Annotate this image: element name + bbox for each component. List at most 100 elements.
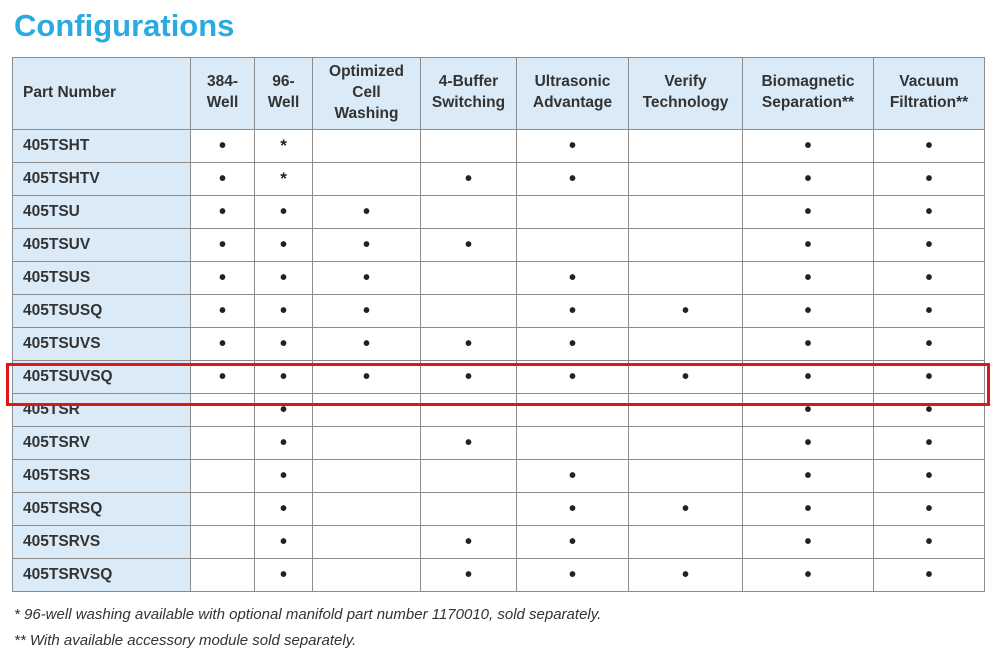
part-number-cell: 405TSUS (12, 260, 191, 295)
feature-cell: • (190, 128, 255, 163)
feature-cell (312, 458, 421, 493)
feature-cell (420, 194, 517, 229)
feature-cell: • (742, 425, 874, 460)
feature-cell: • (420, 524, 517, 559)
feature-cell: • (873, 326, 985, 361)
feature-cell: • (873, 293, 985, 328)
part-number-cell: 405TSUVS (12, 326, 191, 361)
part-number-cell: 405TSRS (12, 458, 191, 493)
part-number-cell: 405TSRVSQ (12, 557, 191, 592)
feature-cell: • (516, 458, 629, 493)
col-header-part-number: Part Number (12, 57, 191, 130)
feature-cell: • (312, 326, 421, 361)
feature-cell: • (742, 524, 874, 559)
feature-cell (420, 458, 517, 493)
feature-cell (420, 293, 517, 328)
feature-cell: • (190, 326, 255, 361)
feature-cell (312, 491, 421, 526)
feature-cell: • (516, 524, 629, 559)
table-row: 405TSRVS • • • • • (12, 524, 985, 559)
feature-cell (190, 392, 255, 427)
col-header-optimized-cell-washing: Optimized Cell Washing (312, 57, 421, 130)
feature-cell: • (873, 425, 985, 460)
feature-cell: • (420, 326, 517, 361)
config-table: Part Number 384- Well 96- Well Optimized… (12, 57, 985, 592)
feature-cell: • (420, 161, 517, 196)
feature-cell: • (742, 227, 874, 262)
feature-cell: • (190, 161, 255, 196)
feature-cell: • (516, 161, 629, 196)
col-header-ultrasonic-advantage: Ultrasonic Advantage (516, 57, 629, 130)
table-row: 405TSR • • • (12, 392, 985, 427)
part-number-cell: 405TSUVSQ (12, 359, 191, 394)
feature-cell: • (254, 293, 313, 328)
feature-cell: • (742, 194, 874, 229)
feature-cell: • (516, 293, 629, 328)
feature-cell: • (190, 359, 255, 394)
feature-cell (628, 227, 743, 262)
config-table-wrap: Part Number 384- Well 96- Well Optimized… (6, 57, 990, 592)
feature-cell (516, 194, 629, 229)
feature-cell (420, 392, 517, 427)
feature-cell: • (254, 260, 313, 295)
feature-cell (420, 491, 517, 526)
feature-cell: • (873, 359, 985, 394)
feature-cell (628, 326, 743, 361)
feature-cell: • (873, 227, 985, 262)
feature-cell: • (420, 425, 517, 460)
feature-cell: • (873, 392, 985, 427)
feature-cell: • (742, 293, 874, 328)
feature-cell (190, 524, 255, 559)
feature-cell (420, 128, 517, 163)
feature-cell: • (312, 359, 421, 394)
feature-cell (190, 425, 255, 460)
feature-cell: • (873, 524, 985, 559)
feature-cell: • (873, 260, 985, 295)
feature-cell: • (873, 161, 985, 196)
feature-cell: • (420, 359, 517, 394)
feature-cell: • (190, 227, 255, 262)
feature-cell (628, 161, 743, 196)
feature-cell (312, 524, 421, 559)
feature-cell: • (742, 161, 874, 196)
part-number-cell: 405TSHT (12, 128, 191, 163)
feature-cell (312, 161, 421, 196)
feature-cell: • (628, 293, 743, 328)
feature-cell: • (516, 359, 629, 394)
feature-cell: • (628, 359, 743, 394)
table-row: 405TSUVS • • • • • • • (12, 326, 985, 361)
feature-cell: • (254, 392, 313, 427)
feature-cell: • (420, 227, 517, 262)
col-header-verify-technology: Verify Technology (628, 57, 743, 130)
feature-cell (312, 392, 421, 427)
part-number-cell: 405TSR (12, 392, 191, 427)
feature-cell: • (312, 293, 421, 328)
feature-cell: • (742, 491, 874, 526)
feature-cell: • (254, 557, 313, 592)
feature-cell (628, 260, 743, 295)
feature-cell (420, 260, 517, 295)
feature-cell: • (190, 293, 255, 328)
feature-cell: * (254, 128, 313, 163)
col-header-384-well: 384- Well (190, 57, 255, 130)
col-header-vacuum-filtration: Vacuum Filtration** (873, 57, 985, 130)
feature-cell: • (254, 458, 313, 493)
feature-cell (628, 524, 743, 559)
col-header-96-well: 96- Well (254, 57, 313, 130)
feature-cell: • (742, 557, 874, 592)
feature-cell: • (873, 557, 985, 592)
feature-cell: • (254, 227, 313, 262)
feature-cell: • (254, 524, 313, 559)
feature-cell: • (873, 458, 985, 493)
part-number-cell: 405TSRVS (12, 524, 191, 559)
feature-cell: • (873, 128, 985, 163)
feature-cell: • (628, 557, 743, 592)
part-number-cell: 405TSRSQ (12, 491, 191, 526)
feature-cell (628, 458, 743, 493)
feature-cell (516, 392, 629, 427)
part-number-cell: 405TSRV (12, 425, 191, 460)
table-row: 405TSRV • • • • (12, 425, 985, 460)
feature-cell: • (742, 359, 874, 394)
part-number-cell: 405TSUSQ (12, 293, 191, 328)
